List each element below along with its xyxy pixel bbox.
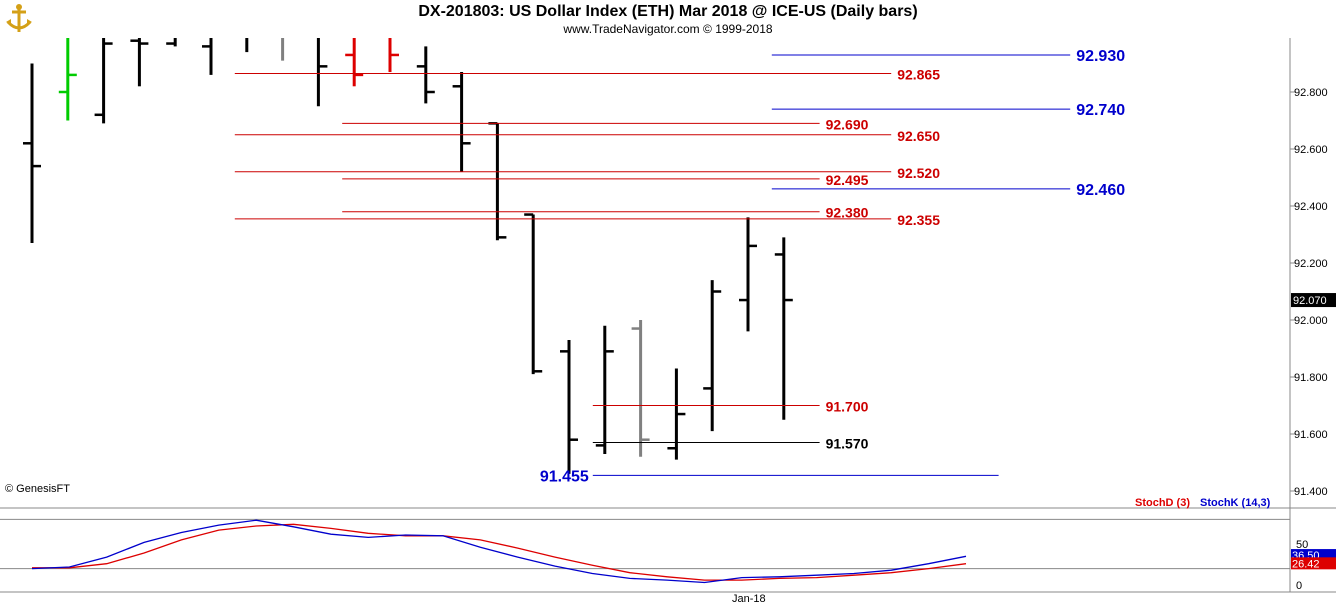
level-label: 92.495 — [826, 172, 869, 188]
ohlc-bar — [452, 72, 471, 172]
stoch-d-line — [32, 523, 967, 581]
level-label: 91.700 — [826, 399, 869, 415]
ohlc-bar — [316, 38, 328, 107]
watermark: © GenesisFT — [5, 483, 70, 495]
y-tick-label: 92.400 — [1294, 201, 1328, 213]
y-tick-label: 92.800 — [1294, 87, 1328, 99]
y-tick-label: 91.400 — [1294, 486, 1328, 498]
stoch-k-legend: StochK (14,3) — [1200, 497, 1271, 509]
level-label: 92.865 — [897, 66, 940, 82]
y-tick-label: 91.800 — [1294, 372, 1328, 384]
price-level: 91.570 — [592, 436, 869, 452]
y-tick-label: 92.600 — [1294, 144, 1328, 156]
ohlc-bar — [739, 217, 757, 332]
level-label: 92.520 — [897, 165, 940, 181]
price-level: 91.455 — [540, 468, 999, 485]
stoch-d-value: 26.42 — [1292, 558, 1320, 570]
copyright-notice: www.TradeNavigator.com © 1999-2018 — [563, 22, 773, 36]
ohlc-bar — [166, 38, 177, 47]
ohlc-bar — [94, 38, 113, 124]
level-label: 91.570 — [826, 436, 869, 452]
stoch-k-line — [31, 519, 967, 584]
price-panel — [0, 38, 1290, 507]
last-price-box — [1291, 293, 1336, 308]
price-level: 92.650 — [234, 128, 940, 144]
ohlc-bar — [58, 38, 77, 121]
ohlc-bar — [667, 368, 686, 460]
level-label: 92.460 — [1076, 182, 1125, 199]
price-level: 92.865 — [234, 66, 940, 82]
ohlc-bar — [345, 38, 364, 87]
x-axis-label: Jan-18 — [732, 593, 766, 605]
level-label: 92.740 — [1076, 102, 1125, 119]
y-tick-label: 91.600 — [1294, 429, 1328, 441]
level-label: 92.650 — [897, 128, 940, 144]
ohlc-bar — [388, 38, 399, 73]
y-tick-label: 92.200 — [1294, 258, 1328, 270]
last-price-label: 92.070 — [1293, 295, 1327, 307]
level-label: 92.355 — [897, 212, 940, 228]
ohlc-bar — [560, 339, 578, 474]
price-level: 92.495 — [342, 172, 869, 188]
level-label: 91.455 — [540, 468, 589, 485]
chart-header: DX-201803: US Dollar Index (ETH) Mar 201… — [0, 0, 1336, 38]
price-level: 92.690 — [342, 116, 869, 132]
ohlc-bar — [23, 63, 41, 244]
level-label: 92.930 — [1076, 48, 1125, 65]
price-level: 92.520 — [234, 165, 940, 181]
ohlc-bar — [130, 38, 149, 87]
price-level: 91.700 — [592, 399, 869, 415]
stoch-d-legend: StochD (3) — [1135, 497, 1190, 509]
stoch-y-tick-label: 0 — [1296, 580, 1302, 592]
ohlc-bar — [595, 325, 614, 454]
price-level: 92.460 — [771, 182, 1125, 199]
stoch-d-value-box — [1291, 557, 1336, 570]
ohlc-bar — [416, 46, 435, 104]
ohlc-bar — [631, 320, 650, 457]
ohlc-bar — [524, 213, 543, 375]
ohlc-bar — [202, 38, 213, 75]
ohlc-bar — [774, 237, 793, 420]
level-label: 92.380 — [826, 205, 869, 221]
trade-navigator-logo-icon — [6, 4, 32, 32]
stoch-y-tick-label: 50 — [1296, 539, 1308, 551]
price-level: 92.380 — [342, 205, 869, 221]
y-tick-label: 92.000 — [1294, 315, 1328, 327]
price-level: 92.740 — [771, 102, 1125, 119]
chart-title: DX-201803: US Dollar Index (ETH) Mar 201… — [418, 3, 918, 20]
price-level: 92.355 — [234, 212, 940, 228]
level-label: 92.690 — [826, 116, 869, 132]
price-level: 92.930 — [771, 48, 1125, 65]
